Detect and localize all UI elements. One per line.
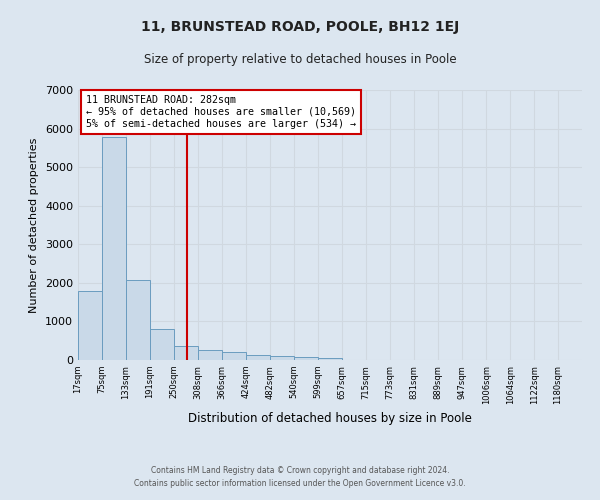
Bar [102, 137, 126, 360]
Bar [246, 356, 270, 360]
Bar [294, 358, 318, 360]
Bar [78, 292, 102, 360]
Text: Size of property relative to detached houses in Poole: Size of property relative to detached ho… [143, 52, 457, 66]
Bar [270, 356, 294, 360]
Bar [318, 358, 342, 360]
Bar [222, 352, 246, 360]
Bar [198, 350, 222, 360]
Bar [174, 346, 198, 360]
Bar [150, 329, 174, 360]
Y-axis label: Number of detached properties: Number of detached properties [29, 138, 40, 312]
Text: Contains HM Land Registry data © Crown copyright and database right 2024.
Contai: Contains HM Land Registry data © Crown c… [134, 466, 466, 487]
Bar [126, 280, 150, 360]
Text: 11, BRUNSTEAD ROAD, POOLE, BH12 1EJ: 11, BRUNSTEAD ROAD, POOLE, BH12 1EJ [141, 20, 459, 34]
Text: 11 BRUNSTEAD ROAD: 282sqm
← 95% of detached houses are smaller (10,569)
5% of se: 11 BRUNSTEAD ROAD: 282sqm ← 95% of detac… [86, 96, 356, 128]
X-axis label: Distribution of detached houses by size in Poole: Distribution of detached houses by size … [188, 412, 472, 425]
